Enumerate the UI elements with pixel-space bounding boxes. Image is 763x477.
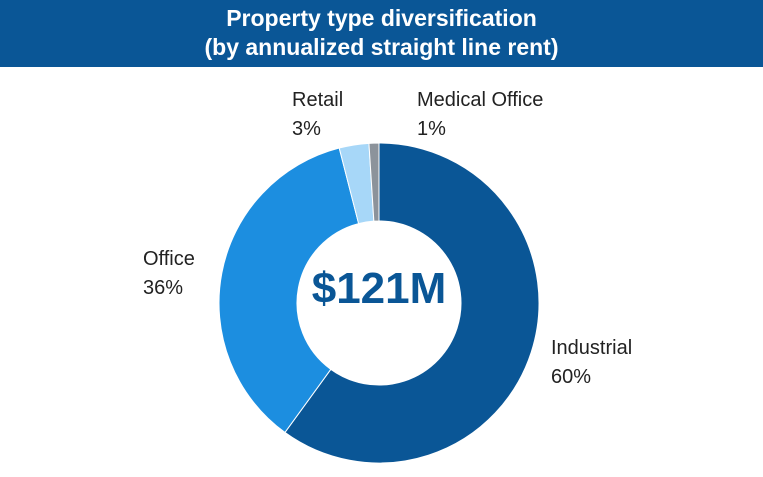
- slice-name-medical-office: Medical Office: [417, 89, 543, 111]
- slice-label-medical-office: Medical Office 1%: [417, 89, 543, 140]
- donut-slice-medical-office: [368, 142, 380, 222]
- chart-title-banner: Property type diversification (by annual…: [0, 0, 763, 67]
- slice-name-industrial: Industrial: [551, 337, 632, 359]
- slice-label-office: Office 36%: [143, 248, 195, 299]
- slice-label-retail: Retail 3%: [292, 89, 343, 140]
- chart-title-line-1: Property type diversification: [226, 5, 537, 31]
- center-total-label: $121M: [312, 264, 447, 313]
- chart-title-line-2: (by annualized straight line rent): [204, 34, 559, 60]
- donut-slices: [218, 142, 540, 464]
- slice-name-office: Office: [143, 248, 195, 270]
- slice-name-retail: Retail: [292, 89, 343, 111]
- slice-percent-office: 36%: [143, 277, 183, 299]
- slice-percent-medical-office: 1%: [417, 118, 446, 140]
- slice-percent-retail: 3%: [292, 118, 321, 140]
- slice-percent-industrial: 60%: [551, 366, 591, 388]
- donut-slice-industrial: [284, 142, 540, 464]
- slice-label-industrial: Industrial 60%: [551, 337, 632, 388]
- donut-slice-office: [218, 147, 360, 434]
